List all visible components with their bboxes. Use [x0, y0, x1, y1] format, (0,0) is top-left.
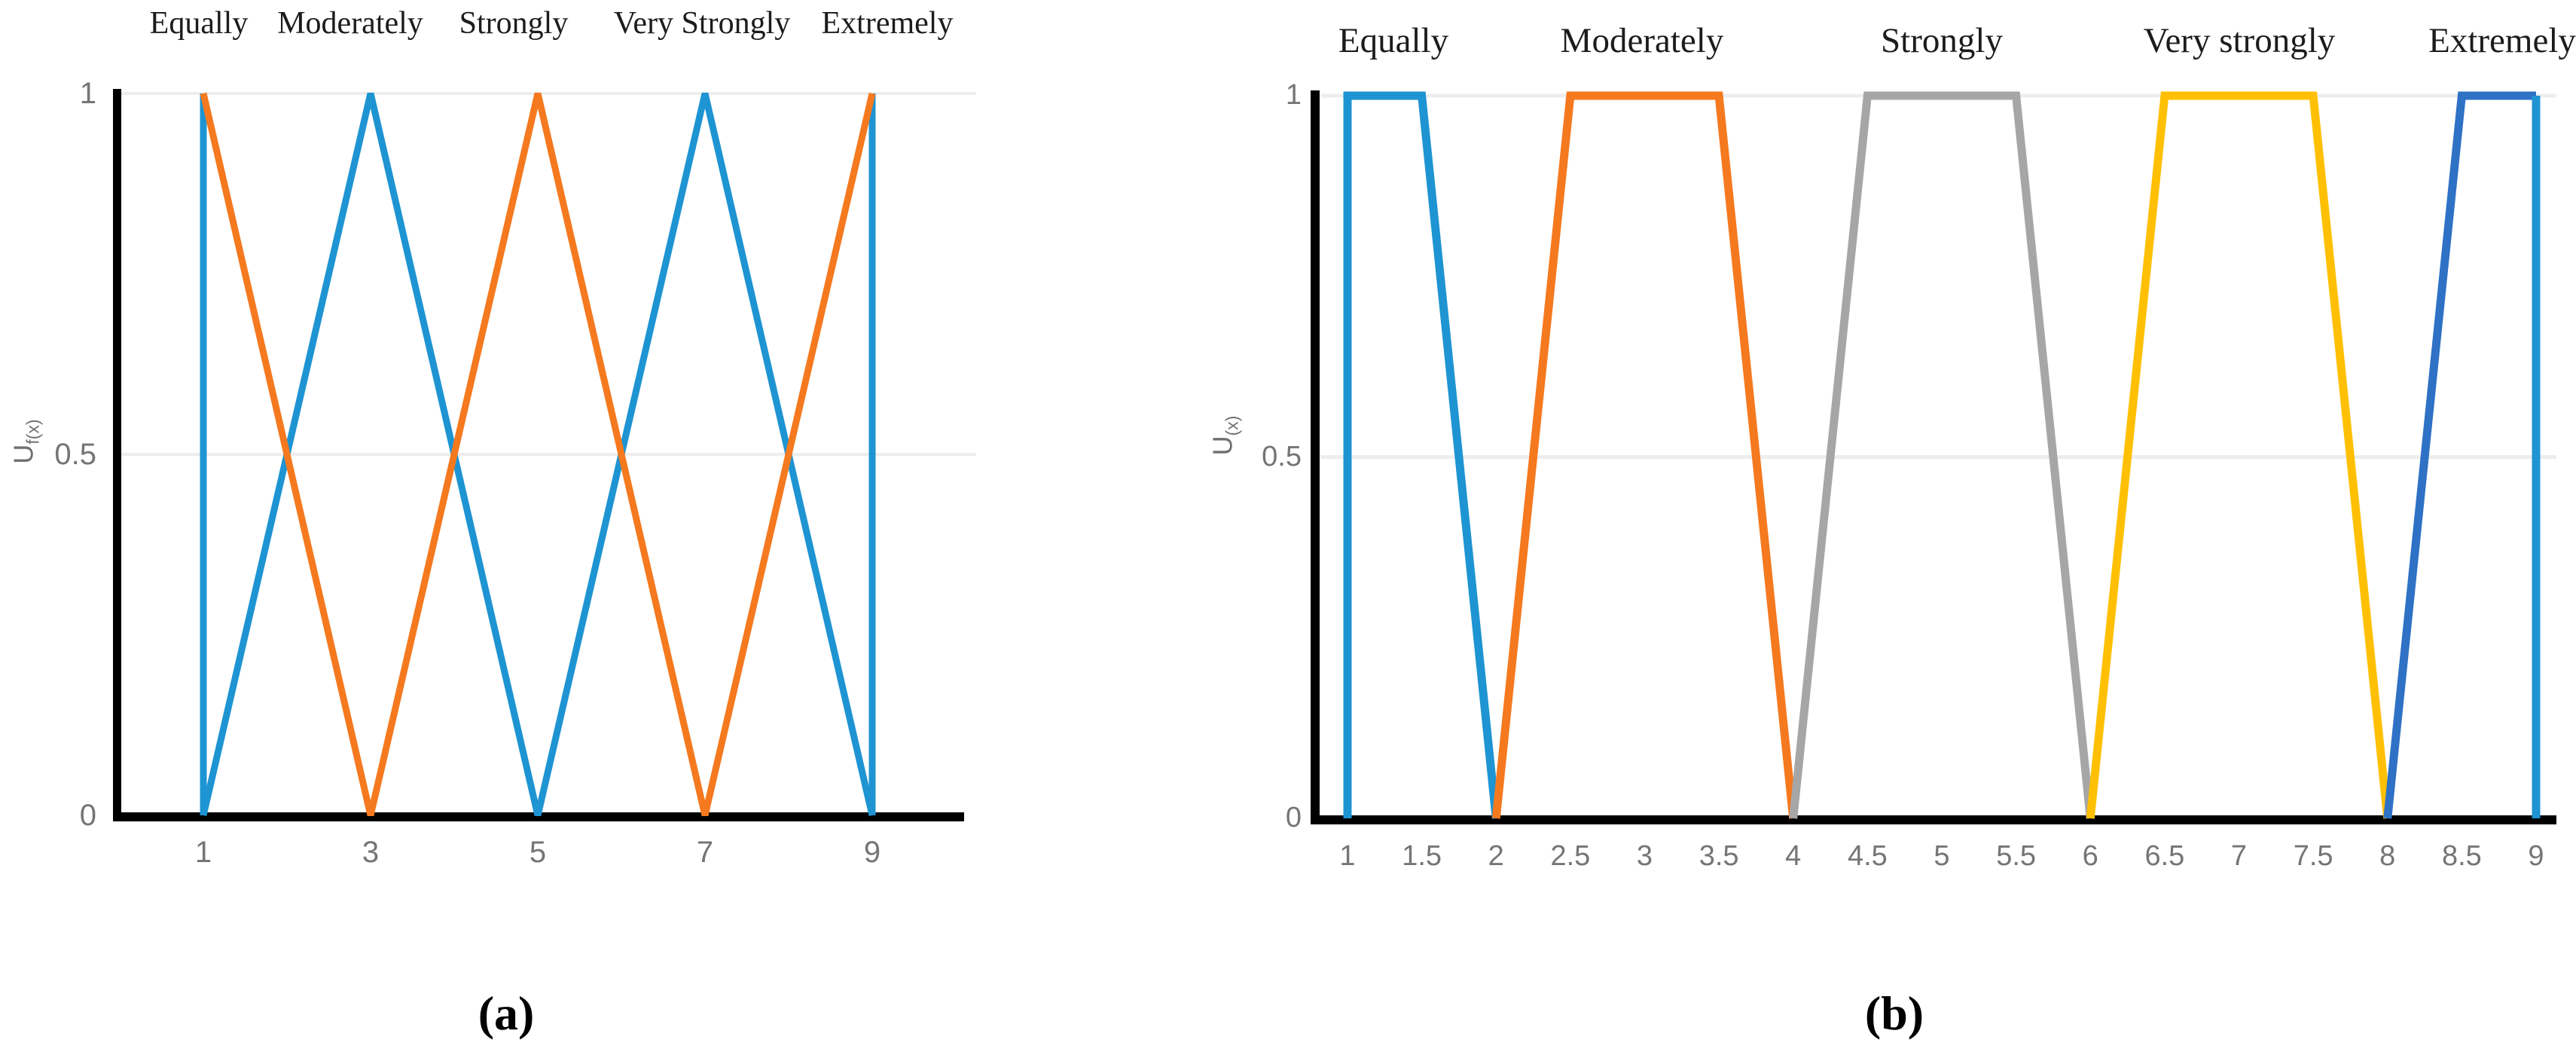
y-axis-line: [1311, 90, 1320, 824]
y-axis-line: [113, 89, 121, 821]
x-tick-label-5: 5: [529, 836, 547, 869]
y-tick-label-0.5: 0.5: [1262, 440, 1302, 472]
x-tick-label-8: 8: [2379, 840, 2396, 872]
series-orange-triangles-zigzag: [200, 92, 876, 817]
membership-label-equally: Equally: [149, 6, 249, 41]
x-tick-label-1: 1: [1339, 840, 1356, 872]
series-blue-triangles-zigzag: [200, 92, 876, 817]
x-tick-label-4: 4: [1785, 840, 1802, 872]
x-tick-label-3.5: 3.5: [1699, 840, 1739, 872]
series-strongly-trapezoid: [1789, 91, 2095, 819]
x-tick-label-7.5: 7.5: [2293, 840, 2333, 872]
x-axis-line: [1311, 815, 2556, 824]
membership-label-very-strongly: Very Strongly: [613, 6, 791, 41]
membership-label-very-strongly: Very strongly: [2143, 21, 2336, 60]
y-tick-label-1: 1: [79, 77, 96, 110]
membership-label-moderately: Moderately: [277, 6, 423, 41]
membership-label-extremely: Extremely: [821, 6, 954, 41]
x-tick-label-2.5: 2.5: [1550, 840, 1591, 872]
y-tick-label-0.5: 0.5: [54, 438, 96, 471]
membership-label-equally: Equally: [1338, 21, 1449, 60]
x-tick-label-2: 2: [1488, 840, 1504, 872]
x-tick-label-7: 7: [696, 836, 714, 869]
membership-label-moderately: Moderately: [1560, 21, 1724, 60]
x-axis-line: [113, 812, 964, 821]
x-tick-label-3: 3: [1636, 840, 1653, 872]
series-very-strongly-trapezoid: [2086, 91, 2392, 819]
x-tick-label-5.5: 5.5: [1996, 840, 2037, 872]
x-tick-label-6: 6: [2082, 840, 2098, 872]
membership-label-extremely: Extremely: [2428, 21, 2576, 60]
series-extremely-trapezoid: [2383, 91, 2536, 819]
x-tick-label-4.5: 4.5: [1847, 840, 1888, 872]
y-tick-label-1: 1: [1285, 79, 1302, 111]
series-moderately-trapezoid: [1491, 91, 1798, 819]
y-tick-label-0: 0: [79, 799, 96, 832]
x-tick-label-8.5: 8.5: [2441, 840, 2482, 872]
x-tick-label-9: 9: [863, 836, 881, 869]
membership-label-strongly: Strongly: [1881, 21, 2003, 60]
x-tick-label-1.5: 1.5: [1402, 840, 1442, 872]
series-equally-trapezoid: [1343, 91, 1500, 819]
caption-a: (a): [478, 986, 535, 1040]
caption-b: (b): [1864, 986, 1924, 1040]
x-tick-label-9: 9: [2528, 840, 2544, 872]
x-tick-label-6.5: 6.5: [2144, 840, 2185, 872]
x-tick-label-3: 3: [362, 836, 380, 869]
x-tick-label-5: 5: [1934, 840, 1950, 872]
x-tick-label-1: 1: [194, 836, 212, 869]
membership-label-strongly: Strongly: [459, 6, 569, 41]
x-tick-label-7: 7: [2230, 840, 2248, 872]
y-axis-title-subscript: (x): [1222, 415, 1242, 436]
y-tick-label-0: 0: [1285, 802, 1302, 833]
